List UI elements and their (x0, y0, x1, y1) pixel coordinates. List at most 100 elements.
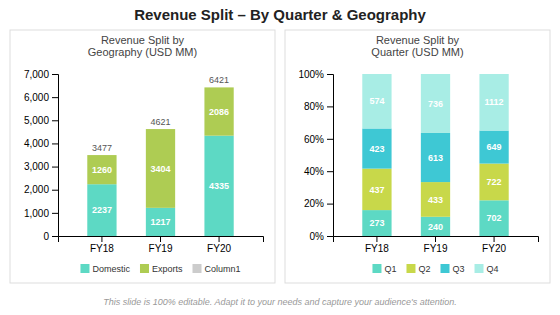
legend-label: Q3 (453, 264, 465, 274)
y-tick: 0% (310, 231, 333, 242)
data-label: 433 (428, 195, 443, 205)
tick-mark (52, 74, 58, 75)
bar-segment (362, 210, 391, 236)
x-axis: FY18FY19FY20 (59, 236, 264, 254)
tick-mark (327, 204, 333, 205)
legend-swatch (372, 264, 381, 273)
bar-segment (421, 133, 450, 182)
y-tick: 60% (304, 134, 333, 145)
total-label: 6421 (209, 75, 229, 85)
tick-label: FY20 (207, 243, 231, 254)
tick-label: 7,000 (24, 69, 49, 80)
data-label: 722 (487, 177, 502, 187)
tick-label: 2,000 (24, 184, 49, 195)
chart-title-line: Quarter (USD MM) (371, 46, 463, 58)
chart-title-line: Revenue Split by (101, 34, 185, 46)
tick-mark (52, 190, 58, 191)
tick-mark (327, 236, 333, 237)
chart-title-line: Revenue Split by (376, 34, 460, 46)
tick-label: 0 (43, 231, 49, 242)
tick-label: FY19 (424, 243, 448, 254)
plot-area (87, 87, 233, 236)
tick-mark (327, 139, 333, 140)
y-tick: 20% (304, 198, 333, 209)
bar-segment (479, 131, 508, 164)
total-label: 3477 (92, 143, 112, 153)
tick-mark (376, 236, 377, 242)
bar-segment (146, 129, 175, 208)
tick-label: 0% (310, 231, 325, 242)
bar-segment (146, 208, 175, 236)
legend-label: Exports (152, 264, 183, 274)
plot-area (362, 74, 508, 236)
bar-segment (421, 74, 450, 133)
tick-mark (160, 236, 161, 242)
tick-mark (494, 236, 495, 242)
data-label: 2086 (209, 107, 229, 117)
bar-segment (204, 87, 233, 135)
bar-segment (421, 217, 450, 236)
data-label: 1112 (485, 97, 504, 107)
data-label: 437 (369, 185, 384, 195)
data-label: 702 (487, 213, 502, 223)
tick-label: 60% (304, 134, 324, 145)
tick-label: FY18 (365, 243, 389, 254)
bar-segment (479, 74, 508, 131)
y-tick: 40% (304, 166, 333, 177)
y-tick: 0 (43, 231, 58, 242)
tick-mark (52, 97, 58, 98)
legend-swatch (80, 264, 89, 273)
tick-mark (327, 106, 333, 107)
tick-label: FY18 (90, 243, 114, 254)
data-label: 2237 (92, 205, 112, 215)
data-label: 649 (487, 142, 502, 152)
x-tick: FY18 (90, 236, 114, 254)
y-tick: 2,000 (24, 184, 58, 195)
legend-item: Q1 (372, 264, 396, 274)
chart-title: Revenue Split byGeography (USD MM) (88, 34, 197, 58)
tick-mark (327, 74, 333, 75)
title: Revenue Split – By Quarter & Geography (134, 6, 426, 23)
tick-mark (327, 171, 333, 172)
y-tick: 80% (304, 101, 333, 112)
bar-segment (362, 74, 391, 128)
y-tick: 5,000 (24, 115, 58, 126)
data-label: 1260 (92, 165, 112, 175)
tick-mark (52, 213, 58, 214)
x-tick: FY19 (424, 236, 448, 254)
legend: Q1Q2Q3Q4 (372, 264, 498, 274)
legend-swatch (441, 264, 450, 273)
bar-segment (362, 169, 391, 210)
data-label: 3404 (150, 164, 170, 174)
panel-frame (285, 30, 550, 283)
total-label: 4621 (150, 117, 170, 127)
legend-item: Q3 (441, 264, 465, 274)
tick-label: FY20 (482, 243, 506, 254)
data-label: 240 (428, 222, 443, 232)
legend: DomesticExportsColumn1 (80, 264, 240, 274)
tick-mark (52, 120, 58, 121)
x-tick: FY20 (207, 236, 231, 254)
legend-label: Q4 (487, 264, 499, 274)
tick-label: 40% (304, 166, 324, 177)
tick-label: 6,000 (24, 92, 49, 103)
bar-segment (479, 164, 508, 201)
tick-label: 20% (304, 198, 324, 209)
tick-mark (219, 236, 220, 242)
tick-label: 80% (304, 101, 324, 112)
chart-panel: Revenue Split byGeography (USD MM) 2237 12… (10, 30, 275, 283)
tick-label: 4,000 (24, 138, 49, 149)
data-label: 1217 (150, 217, 170, 227)
tick-label: 5,000 (24, 115, 49, 126)
data-label: 273 (369, 218, 384, 228)
panel-frame (10, 30, 275, 283)
y-axis: 01,0002,0003,0004,0005,0006,0007,000 (24, 69, 59, 242)
chart-title: Revenue Split byQuarter (USD MM) (371, 34, 463, 58)
bar-segment (362, 128, 391, 168)
x-tick: FY18 (365, 236, 389, 254)
chart-title-line: Geography (USD MM) (88, 46, 197, 58)
axis-line (334, 237, 539, 243)
tick-label: 100% (298, 69, 324, 80)
y-tick: 7,000 (24, 69, 58, 80)
y-tick: 3,000 (24, 161, 58, 172)
